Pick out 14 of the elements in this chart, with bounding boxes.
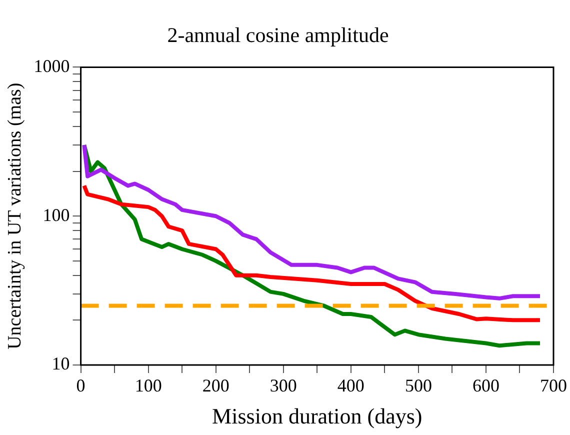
- y-axis-title: Uncertainty in UT variations (mas): [4, 82, 26, 350]
- y-tick-label: 1000: [34, 56, 70, 76]
- x-tick-label: 600: [472, 376, 500, 396]
- x-axis-title: Mission duration (days): [212, 404, 422, 429]
- x-tick-label: 0: [76, 376, 86, 396]
- y-tick-label: 100: [42, 204, 70, 225]
- x-tick-label: 200: [202, 376, 230, 396]
- x-tick-label: 700: [540, 376, 567, 396]
- x-tick-label: 100: [134, 376, 162, 396]
- x-tick-label: 300: [270, 376, 297, 396]
- x-tick-label: 500: [404, 376, 432, 396]
- chart-title: 2-annual cosine amplitude: [167, 23, 389, 48]
- x-tick-label: 400: [337, 376, 364, 396]
- y-tick-label: 10: [52, 354, 70, 374]
